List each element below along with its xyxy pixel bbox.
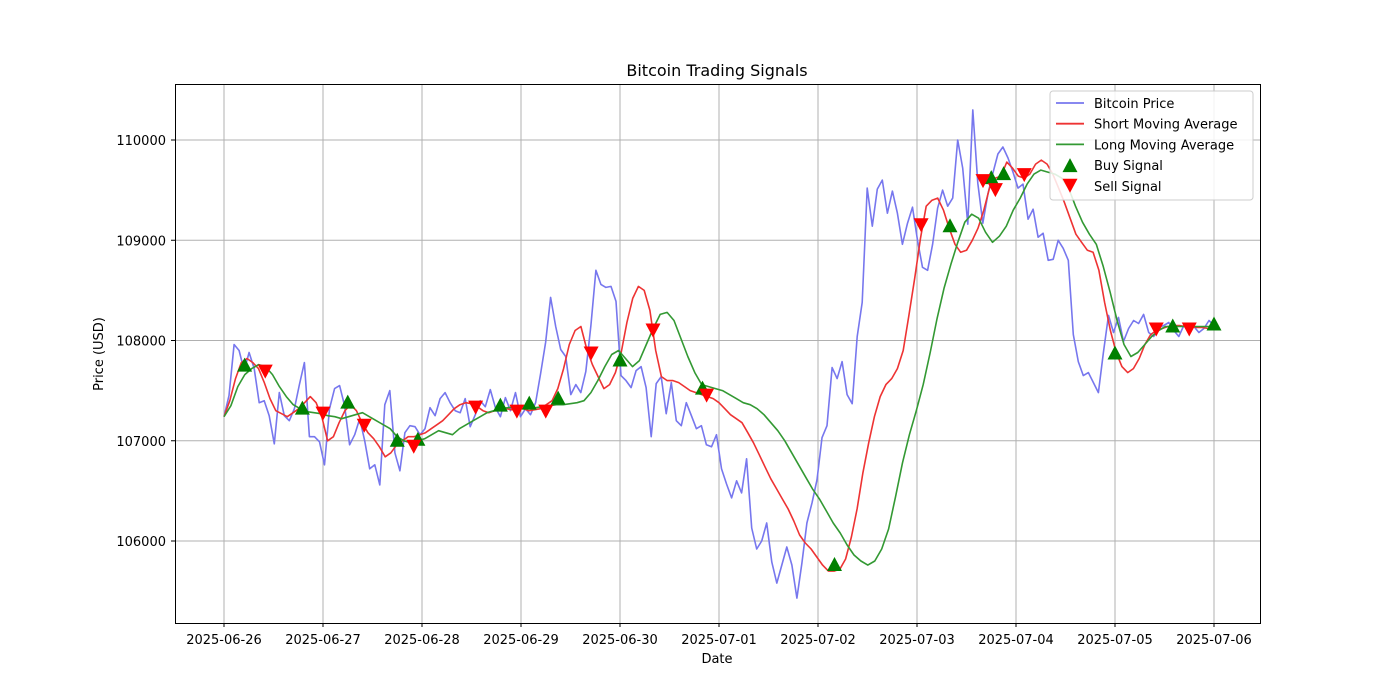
x-tick-label: 2025-07-05 xyxy=(1077,633,1153,648)
y-tick-label: 106000 xyxy=(116,535,166,550)
y-tick-label: 110000 xyxy=(116,134,166,149)
buy-signal-marker xyxy=(996,166,1012,181)
sell-signal-marker xyxy=(913,218,929,233)
chart-title: Bitcoin Trading Signals xyxy=(626,61,807,80)
buy-signal-marker xyxy=(237,357,253,372)
plot-data xyxy=(223,109,1222,599)
x-tick-label: 2025-07-06 xyxy=(1176,633,1252,648)
buy-signal-marker xyxy=(550,390,566,405)
legend-item-short-moving-average: Short Moving Average xyxy=(1056,118,1238,133)
sell-signal-marker xyxy=(538,404,554,419)
legend-item-sell-signal: Sell Signal xyxy=(1062,178,1162,195)
buy-signal-marker xyxy=(521,395,537,410)
x-tick-label: 2025-06-29 xyxy=(483,633,559,648)
x-tick-label: 2025-06-28 xyxy=(384,633,460,648)
x-tick-label: 2025-07-04 xyxy=(978,633,1054,648)
legend-label: Short Moving Average xyxy=(1094,118,1238,133)
sell-signal-marker xyxy=(987,183,1003,198)
sell-signal-marker xyxy=(583,346,599,361)
x-axis-label: Date xyxy=(701,652,732,667)
legend-item-long-moving-average: Long Moving Average xyxy=(1056,138,1234,153)
sell-signal-markers xyxy=(257,168,1197,454)
buy-signal-marker xyxy=(389,432,405,447)
legend-item-buy-signal: Buy Signal xyxy=(1062,158,1163,174)
buy-signal-marker xyxy=(1206,316,1222,331)
buy-signal-marker xyxy=(1107,345,1123,360)
legend: Bitcoin Price Short Moving Average Long Mo… xyxy=(1049,90,1254,201)
legend-label: Long Moving Average xyxy=(1094,138,1234,153)
sell-signal-marker xyxy=(509,404,525,419)
sell-signal-marker xyxy=(1016,168,1032,183)
y-tick-label: 108000 xyxy=(116,335,166,350)
x-tick-label: 2025-07-02 xyxy=(780,633,856,648)
buy-signal-marker xyxy=(827,557,842,572)
legend-box xyxy=(1049,90,1254,201)
legend-label: Buy Signal xyxy=(1094,159,1163,174)
sell-signal-marker xyxy=(406,439,422,454)
sell-signal-marker xyxy=(975,174,991,189)
buy-signal-marker xyxy=(612,352,628,367)
series-long-moving-average xyxy=(223,169,1214,566)
buy-signal-marker xyxy=(492,397,508,412)
buy-signal-marker xyxy=(340,394,356,409)
y-tick-label: 109000 xyxy=(116,234,166,249)
y-tick-label: 107000 xyxy=(116,435,166,450)
x-axis-ticks: 2025-06-26 2025-06-27 2025-06-28 2025-06-29… xyxy=(186,623,1252,648)
sell-signal-marker xyxy=(1148,322,1164,337)
series-bitcoin-price xyxy=(223,109,1215,599)
x-tick-label: 2025-06-26 xyxy=(186,633,262,648)
legend-label: Bitcoin Price xyxy=(1094,97,1174,112)
y-axis-label: Price (USD) xyxy=(92,317,107,391)
x-tick-label: 2025-07-01 xyxy=(681,633,757,648)
legend-item-bitcoin-price: Bitcoin Price xyxy=(1056,97,1174,112)
sell-signal-marker xyxy=(257,364,273,379)
buy-signal-marker xyxy=(983,170,999,185)
sell-signal-marker xyxy=(1181,322,1197,337)
x-tick-label: 2025-07-03 xyxy=(879,633,955,648)
legend-label: Sell Signal xyxy=(1094,180,1162,195)
sell-signal-marker xyxy=(356,418,372,433)
sell-signal-marker xyxy=(645,323,661,338)
y-axis-ticks: 106000 107000 108000 109000 110000 xyxy=(116,134,175,550)
series-short-moving-average xyxy=(223,159,1214,572)
buy-signal-marker xyxy=(942,218,958,233)
sell-signal-marker xyxy=(699,388,715,403)
buy-signal-marker xyxy=(294,400,310,415)
triangle-down-icon xyxy=(1062,178,1078,193)
sell-signal-marker xyxy=(468,400,484,415)
x-tick-label: 2025-06-30 xyxy=(582,633,658,648)
x-tick-label: 2025-06-27 xyxy=(285,633,361,648)
triangle-up-icon xyxy=(1062,158,1078,173)
sell-signal-marker xyxy=(315,406,331,421)
plot-frame xyxy=(175,84,1261,624)
buy-signal-marker xyxy=(1165,318,1181,333)
